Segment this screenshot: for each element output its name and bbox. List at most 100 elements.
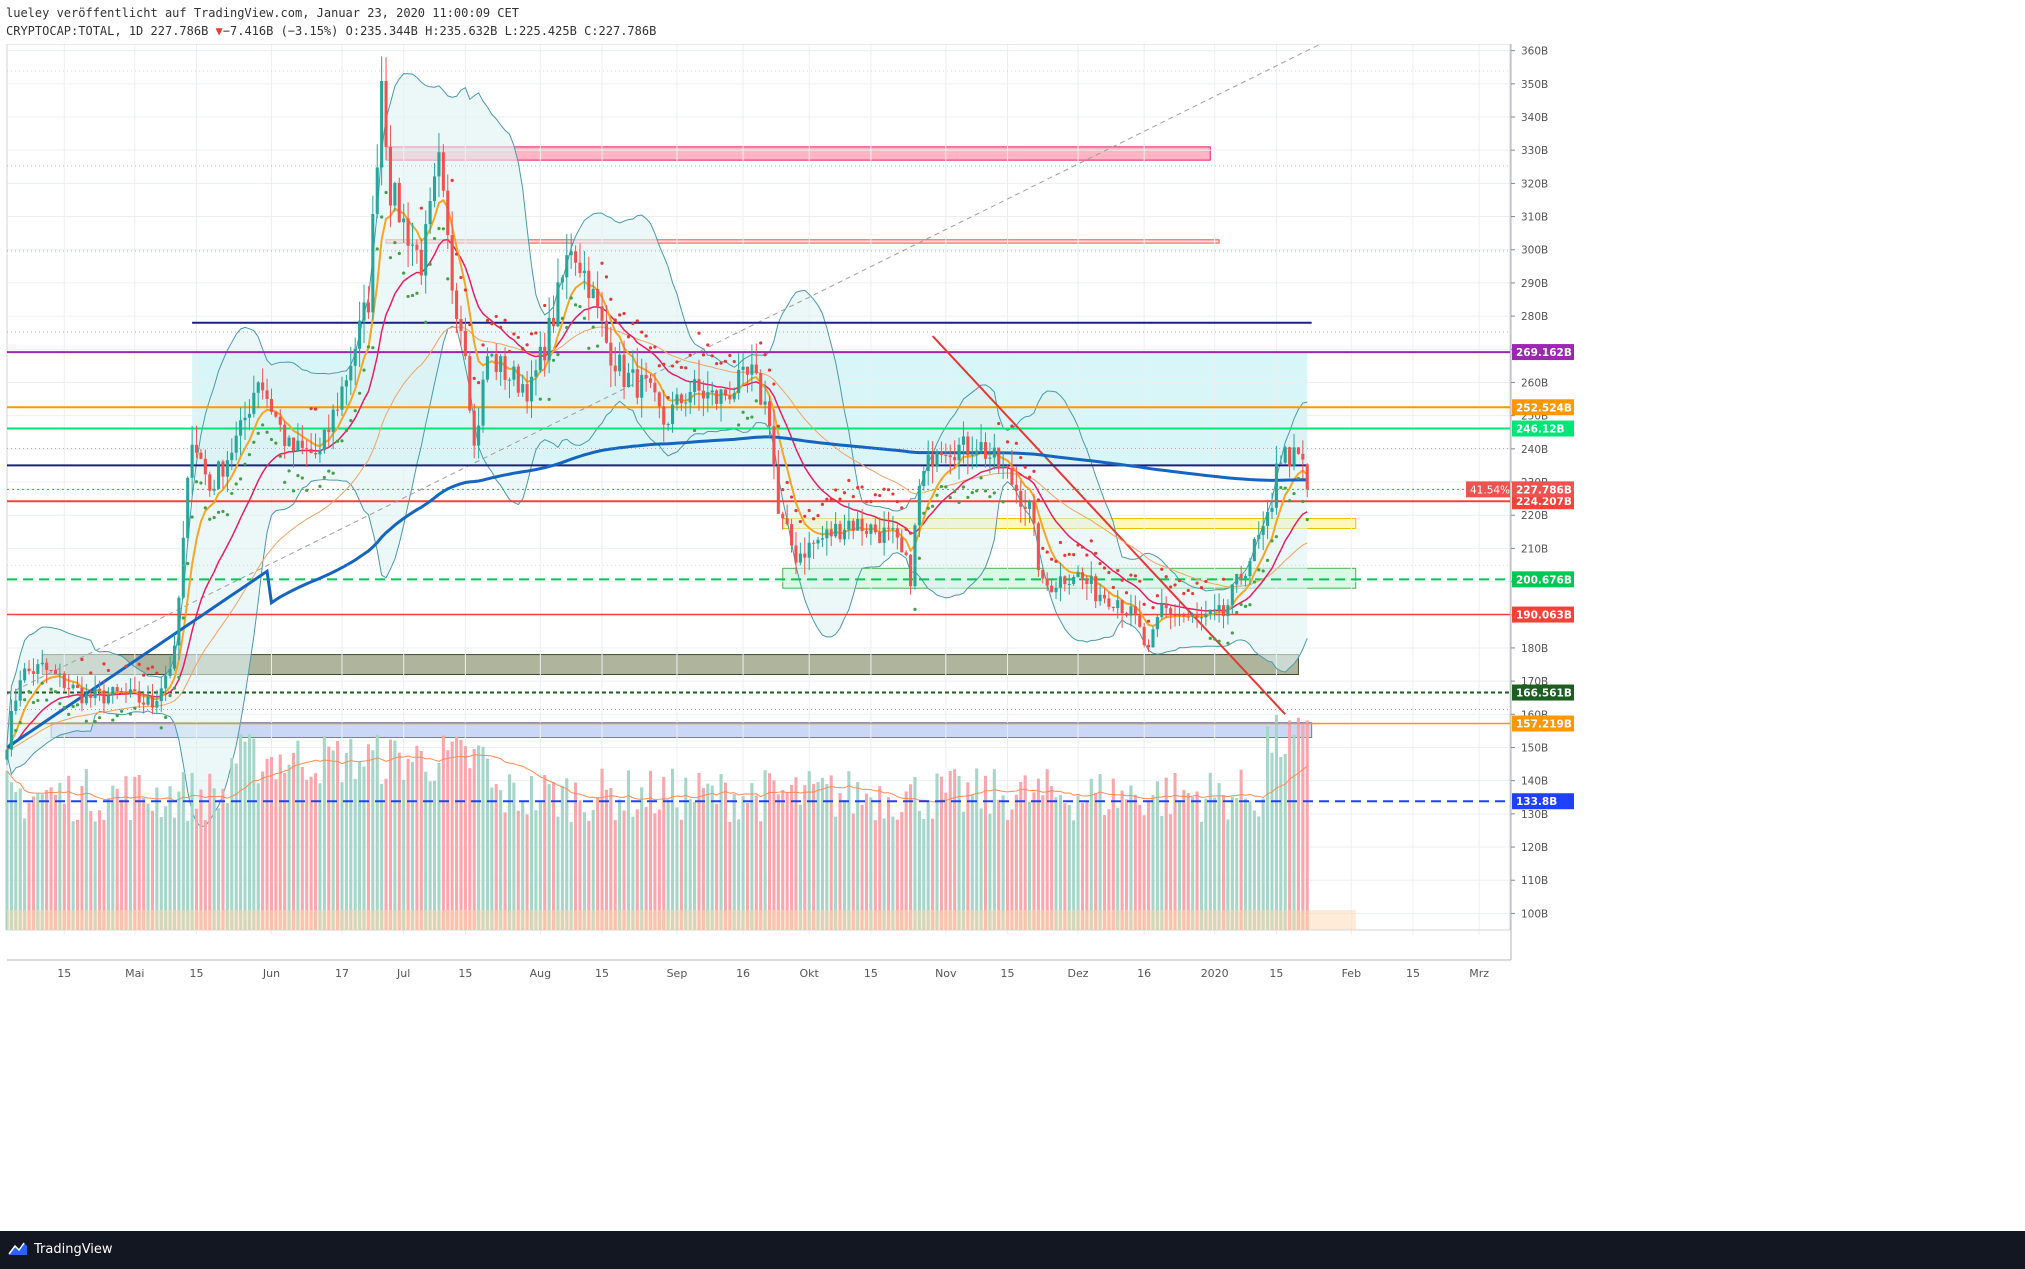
candle-body[interactable] xyxy=(697,379,701,391)
candle-body[interactable] xyxy=(120,691,124,693)
candle-body[interactable] xyxy=(1023,506,1027,509)
candle-body[interactable] xyxy=(851,520,855,531)
candle-body[interactable] xyxy=(1151,629,1155,648)
candle-body[interactable] xyxy=(115,687,119,692)
candle-body[interactable] xyxy=(790,524,794,546)
candle-body[interactable] xyxy=(662,406,666,425)
candle-body[interactable] xyxy=(494,354,498,372)
candle-body[interactable] xyxy=(468,356,472,411)
candle-body[interactable] xyxy=(966,436,970,456)
candle-body[interactable] xyxy=(186,477,190,538)
candle-body[interactable] xyxy=(503,356,507,380)
candle-body[interactable] xyxy=(600,306,604,321)
candle-body[interactable] xyxy=(243,417,247,421)
candle-body[interactable] xyxy=(375,167,379,215)
candle-body[interactable] xyxy=(336,409,340,411)
candle-body[interactable] xyxy=(98,688,102,691)
candle-body[interactable] xyxy=(693,379,697,392)
candle-body[interactable] xyxy=(847,520,851,530)
candle-body[interactable] xyxy=(745,366,750,375)
candle-body[interactable] xyxy=(1005,465,1010,468)
candle-body[interactable] xyxy=(36,664,40,674)
candle-body[interactable] xyxy=(14,700,18,711)
candle-body[interactable] xyxy=(1266,512,1270,526)
candle-body[interactable] xyxy=(230,452,234,461)
candle-body[interactable] xyxy=(137,690,141,703)
candle-body[interactable] xyxy=(904,552,908,555)
candle-body[interactable] xyxy=(1217,605,1221,610)
candle-body[interactable] xyxy=(1058,576,1062,588)
candle-body[interactable] xyxy=(269,398,274,413)
candle-body[interactable] xyxy=(1041,569,1045,579)
candle-body[interactable] xyxy=(9,710,13,750)
candle-body[interactable] xyxy=(388,147,393,206)
candle-body[interactable] xyxy=(741,366,745,370)
candle-body[interactable] xyxy=(1169,608,1173,615)
candle-body[interactable] xyxy=(565,255,569,278)
candle-body[interactable] xyxy=(653,382,657,393)
candle-body[interactable] xyxy=(1155,617,1159,630)
candle-body[interactable] xyxy=(441,152,445,191)
candle-body[interactable] xyxy=(1199,617,1204,619)
candle-body[interactable] xyxy=(710,390,714,393)
candle-body[interactable] xyxy=(1243,576,1248,579)
candle-body[interactable] xyxy=(556,282,560,327)
candle-body[interactable] xyxy=(1208,609,1212,615)
candle-body[interactable] xyxy=(1142,626,1146,645)
candle-body[interactable] xyxy=(159,688,163,702)
candle-body[interactable] xyxy=(820,538,824,540)
candle-body[interactable] xyxy=(247,413,251,418)
candle-body[interactable] xyxy=(239,420,243,436)
candle-body[interactable] xyxy=(719,389,723,404)
candle-body[interactable] xyxy=(261,382,265,391)
candle-body[interactable] xyxy=(5,749,9,760)
candle-body[interactable] xyxy=(569,251,573,256)
candle-body[interactable] xyxy=(869,524,873,534)
candle-body[interactable] xyxy=(1094,576,1098,602)
candle-body[interactable] xyxy=(776,465,780,514)
candle-body[interactable] xyxy=(146,696,150,705)
candle-body[interactable] xyxy=(631,369,635,373)
candle-body[interactable] xyxy=(975,450,979,455)
candle-body[interactable] xyxy=(313,453,318,455)
candle-body[interactable] xyxy=(1292,447,1296,467)
candle-body[interactable] xyxy=(988,457,992,459)
candle-body[interactable] xyxy=(926,454,930,472)
candle-body[interactable] xyxy=(18,680,22,701)
candle-body[interactable] xyxy=(1252,539,1256,562)
candle-body[interactable] xyxy=(393,182,397,206)
candle-body[interactable] xyxy=(415,244,419,250)
candle-body[interactable] xyxy=(1129,606,1133,616)
candle-body[interactable] xyxy=(825,529,829,539)
candle-body[interactable] xyxy=(428,201,432,225)
candle-body[interactable] xyxy=(1107,598,1111,607)
candle-body[interactable] xyxy=(432,176,437,202)
candle-body[interactable] xyxy=(525,384,529,402)
candle-body[interactable] xyxy=(1288,447,1292,467)
candle-body[interactable] xyxy=(997,447,1001,469)
candle-body[interactable] xyxy=(891,528,895,530)
candle-body[interactable] xyxy=(309,448,313,454)
candle-body[interactable] xyxy=(737,369,741,394)
candle-body[interactable] xyxy=(688,391,692,403)
candle-body[interactable] xyxy=(287,437,291,446)
candle-body[interactable] xyxy=(961,436,965,445)
candle-body[interactable] xyxy=(133,689,137,691)
candle-body[interactable] xyxy=(419,249,423,276)
candle-body[interactable] xyxy=(829,529,833,537)
candle-body[interactable] xyxy=(1186,616,1190,618)
candle-body[interactable] xyxy=(547,317,551,361)
time-axis[interactable]: 15 Mai 15 Jun 17 Jul 15 Aug 15 Sep 16 Okt 15 Nov 15 Dez… xyxy=(7,959,1511,980)
candle-body[interactable] xyxy=(807,542,811,558)
candle-body[interactable] xyxy=(1296,447,1300,454)
candle-body[interactable] xyxy=(459,318,463,331)
candle-body[interactable] xyxy=(128,689,132,695)
candle-body[interactable] xyxy=(481,379,485,426)
candle-body[interactable] xyxy=(1301,453,1305,460)
candle-body[interactable] xyxy=(168,668,172,676)
candle-body[interactable] xyxy=(679,394,683,404)
candle-body[interactable] xyxy=(278,416,282,425)
candle-body[interactable] xyxy=(675,394,679,405)
candle-body[interactable] xyxy=(1270,507,1274,513)
candle-body[interactable] xyxy=(763,401,767,405)
